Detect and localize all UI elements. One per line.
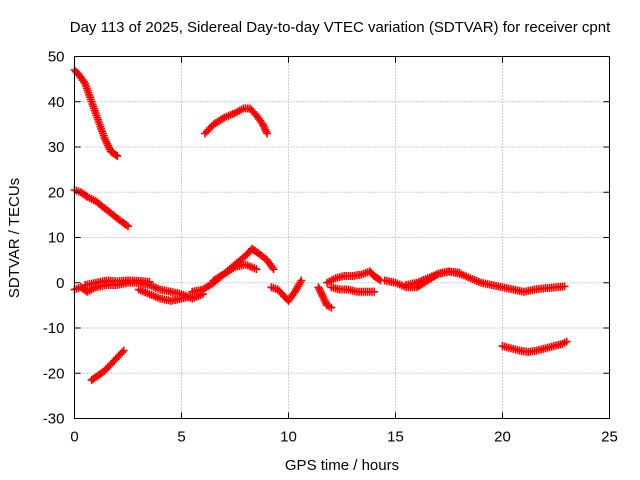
series-arc-8: [134, 285, 197, 305]
data-point: [118, 348, 127, 357]
data-point: [321, 297, 330, 306]
y-tick-label: 50: [48, 49, 65, 66]
data-point: [370, 287, 379, 296]
x-tick-label: 10: [280, 429, 297, 446]
data-point: [319, 294, 328, 303]
x-axis-tick-labels: 0 5 10 15 20 25: [70, 429, 618, 446]
data-point: [258, 120, 267, 129]
y-tick-label: -20: [43, 365, 65, 382]
axis-ticks: [74, 56, 610, 419]
data-point: [262, 127, 271, 136]
y-tick-label: 40: [48, 94, 65, 111]
data-point: [560, 282, 569, 291]
x-tick-label: 25: [601, 429, 618, 446]
series-arc-3: [87, 346, 128, 385]
grid-lines: [74, 56, 610, 419]
data-point: [327, 303, 336, 312]
y-tick-label: -10: [43, 320, 65, 337]
series-arc-10: [209, 260, 261, 285]
data-point: [261, 125, 270, 134]
x-tick-label: 5: [177, 429, 185, 446]
series-arc-7: [81, 276, 154, 290]
chart-title: Day 113 of 2025, Sidereal Day-to-day VTE…: [70, 19, 611, 36]
data-point: [374, 275, 383, 284]
data-point: [317, 288, 326, 297]
y-tick-label: 10: [48, 230, 65, 247]
data-point: [113, 152, 122, 161]
data-points: [70, 66, 571, 385]
data-point: [260, 123, 269, 132]
series-arc-14: [327, 283, 379, 296]
data-point: [79, 77, 88, 86]
data-point: [318, 292, 327, 301]
x-tick-label: 20: [494, 429, 511, 446]
data-point: [314, 283, 323, 292]
data-point: [320, 295, 329, 304]
data-point: [122, 221, 131, 230]
series-arc-4: [201, 104, 272, 138]
data-point: [317, 290, 326, 299]
y-tick-label: 0: [56, 275, 64, 292]
data-point: [252, 265, 261, 274]
series-arc-13: [323, 267, 385, 287]
data-point: [315, 285, 324, 294]
data-point: [229, 264, 238, 273]
data-point: [145, 277, 154, 286]
data-point: [316, 286, 325, 295]
series-arc-12: [314, 283, 336, 312]
y-tick-label: 20: [48, 184, 65, 201]
data-point: [269, 265, 278, 274]
data-point: [119, 346, 128, 355]
x-tick-label: 15: [387, 429, 404, 446]
data-point: [562, 337, 571, 346]
x-axis-label: GPS time / hours: [285, 457, 399, 474]
series-arc-11: [267, 276, 306, 305]
data-point: [297, 276, 306, 285]
data-point: [263, 129, 272, 138]
series-arc-5: [498, 337, 571, 356]
data-point: [259, 122, 268, 131]
x-tick-label: 0: [70, 429, 78, 446]
data-point: [111, 150, 120, 159]
y-axis-tick-labels: -30 -20 -10 0 10 20 30 40 50: [43, 49, 65, 428]
data-point: [455, 268, 464, 277]
y-axis-label: SDTVAR / TECUs: [6, 178, 23, 298]
series-arc-1: [70, 66, 122, 161]
series-arc-16: [402, 267, 464, 290]
y-tick-label: -30: [43, 411, 65, 428]
data-point: [268, 263, 277, 272]
data-point: [124, 222, 132, 231]
series-arc-2: [70, 185, 132, 231]
y-tick-label: 30: [48, 139, 65, 156]
